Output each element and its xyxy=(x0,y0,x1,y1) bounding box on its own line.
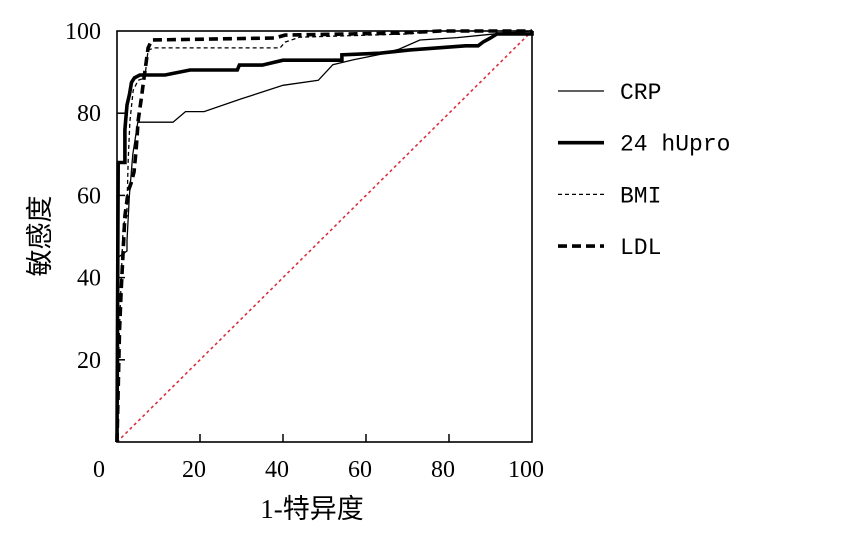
y-tick-label-40: 40 xyxy=(77,266,101,292)
plot-frame xyxy=(116,30,533,443)
series-line-24-hupro xyxy=(115,31,534,443)
x-tick-label-60: 60 xyxy=(348,457,372,483)
series-line-bmi xyxy=(116,30,532,443)
axis-ticks: 0 20 40 60 80 100 20 40 60 80 100 xyxy=(65,19,544,483)
reference-layer xyxy=(116,30,533,443)
diagonal-reference-line xyxy=(116,30,533,443)
legend-label-24-hupro: 24 hUpro xyxy=(620,132,730,158)
x-tick-label-100: 100 xyxy=(508,457,544,483)
x-tick-label-20: 20 xyxy=(182,457,206,483)
y-axis-title: 敏感度 xyxy=(25,196,55,277)
series-layer xyxy=(115,29,534,443)
legend-item-24-hupro: 24 hUpro xyxy=(558,132,730,158)
y-tick-label-60: 60 xyxy=(77,183,101,209)
legend-label-bmi: BMI xyxy=(620,183,661,209)
series-line-crp xyxy=(116,30,533,443)
legend-label-crp: CRP xyxy=(620,80,661,106)
y-tick-label-20: 20 xyxy=(77,348,101,374)
x-tick-label-40: 40 xyxy=(265,457,289,483)
x-axis-title: 1-特异度 xyxy=(260,494,364,524)
legend: CRP 24 hUpro BMI LDL xyxy=(558,80,730,261)
x-tick-label-0: 0 xyxy=(93,457,105,483)
legend-item-ldl: LDL xyxy=(558,235,661,261)
y-tick-label-100: 100 xyxy=(65,19,101,45)
series-line-ldl xyxy=(115,29,532,443)
legend-item-crp: CRP xyxy=(558,80,661,106)
x-tick-label-80: 80 xyxy=(431,457,455,483)
legend-label-ldl: LDL xyxy=(620,235,661,261)
y-tick-label-80: 80 xyxy=(77,101,101,127)
legend-item-bmi: BMI xyxy=(558,183,661,209)
